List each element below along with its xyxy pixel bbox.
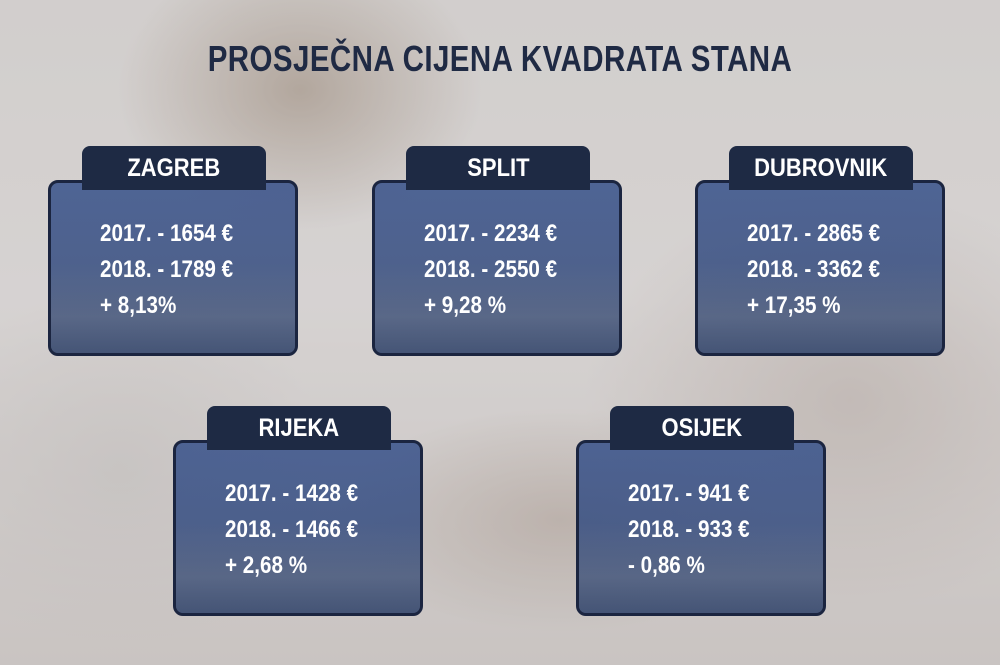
price-2018: 2018. - 3362 € [747, 256, 881, 283]
price-2017: 2017. - 2234 € [424, 220, 558, 247]
price-2018: 2018. - 1789 € [100, 256, 234, 283]
city-tab-rijeka: RIJEKA [207, 406, 391, 450]
card-panel [576, 440, 826, 616]
city-photo [375, 263, 619, 353]
card-split: SPLIT 2017. - 2234 € 2018. - 2550 € + 9,… [372, 146, 622, 356]
city-name: RIJEKA [258, 414, 340, 442]
city-tab-zagreb: ZAGREB [82, 146, 266, 190]
card-zagreb: ZAGREB 2017. - 1654 € 2018. - 1789 € + 8… [48, 146, 298, 356]
price-lines: 2017. - 2865 € 2018. - 3362 € + 17,35 % [747, 216, 902, 324]
price-lines: 2017. - 1654 € 2018. - 1789 € + 8,13% [100, 216, 255, 324]
city-photo [51, 263, 295, 353]
city-tab-dubrovnik: DUBROVNIK [729, 146, 913, 190]
city-tab-split: SPLIT [406, 146, 590, 190]
card-osijek: OSIJEK 2017. - 941 € 2018. - 933 € - 0,8… [576, 406, 826, 616]
card-rijeka: RIJEKA 2017. - 1428 € 2018. - 1466 € + 2… [173, 406, 423, 616]
price-change: + 2,68 % [225, 552, 308, 579]
price-2017: 2017. - 1428 € [225, 480, 359, 507]
city-name: OSIJEK [661, 414, 743, 442]
page-title: PROSJEČNA CIJENA KVADRATA STANA [207, 38, 793, 79]
price-2018: 2018. - 2550 € [424, 256, 558, 283]
price-2017: 2017. - 941 € [628, 480, 750, 507]
price-change: + 8,13% [100, 292, 177, 319]
city-photo [698, 263, 942, 353]
price-2018: 2018. - 1466 € [225, 516, 359, 543]
city-photo [176, 523, 420, 613]
card-dubrovnik: DUBROVNIK 2017. - 2865 € 2018. - 3362 € … [695, 146, 945, 356]
card-panel [695, 180, 945, 356]
price-2018: 2018. - 933 € [628, 516, 750, 543]
card-panel [48, 180, 298, 356]
city-name: ZAGREB [127, 154, 221, 182]
price-lines: 2017. - 1428 € 2018. - 1466 € + 2,68 % [225, 476, 380, 584]
city-name: SPLIT [466, 154, 530, 182]
city-name: DUBROVNIK [754, 154, 888, 182]
city-tab-osijek: OSIJEK [610, 406, 794, 450]
price-2017: 2017. - 2865 € [747, 220, 881, 247]
card-panel [173, 440, 423, 616]
price-change: - 0,86 % [628, 552, 705, 579]
price-2017: 2017. - 1654 € [100, 220, 234, 247]
price-lines: 2017. - 2234 € 2018. - 2550 € + 9,28 % [424, 216, 579, 324]
city-photo [579, 523, 823, 613]
price-change: + 17,35 % [747, 292, 841, 319]
price-lines: 2017. - 941 € 2018. - 933 € - 0,86 % [628, 476, 769, 584]
price-change: + 9,28 % [424, 292, 507, 319]
